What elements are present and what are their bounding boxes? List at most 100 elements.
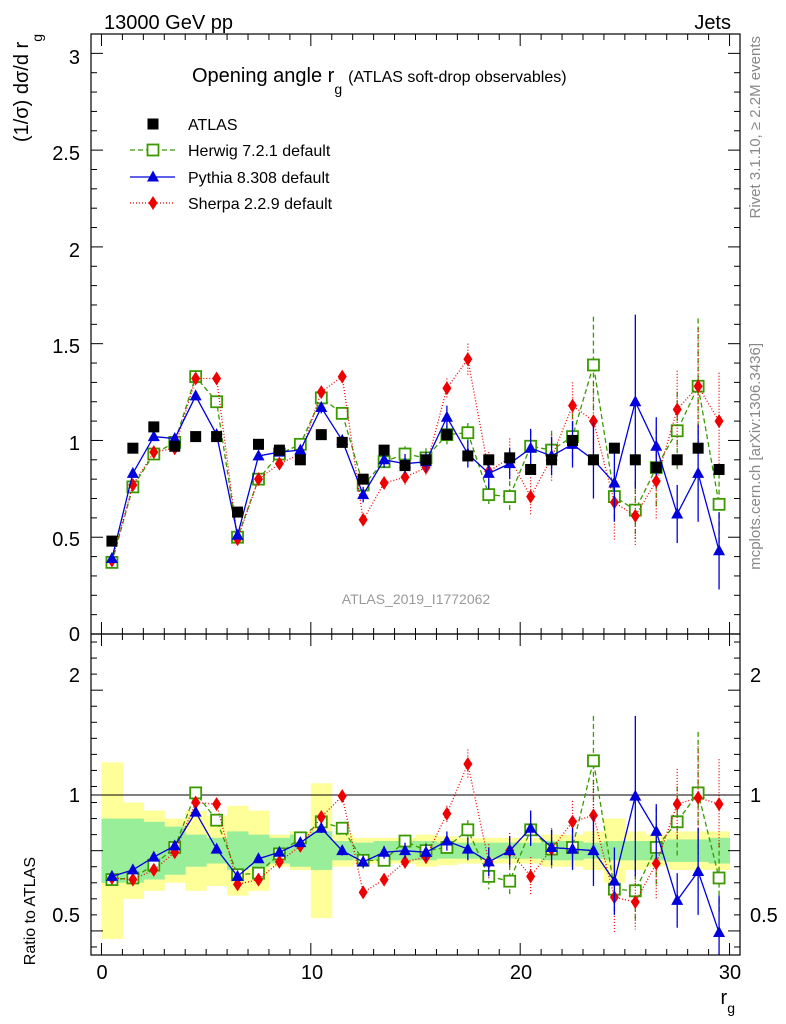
y-axis-tick-label: 1.5 [52, 336, 80, 358]
legend: ATLAS Herwig 7.2.1 default Pythia 8.308 de… [130, 117, 333, 213]
ratio-point [189, 805, 202, 817]
data-point [147, 430, 160, 442]
data-point [357, 488, 370, 500]
data-point [378, 444, 390, 456]
data-point [126, 466, 139, 478]
ratio-point [191, 795, 201, 810]
data-point [546, 454, 558, 466]
ratio-point [461, 842, 474, 854]
ratio-point [461, 823, 475, 837]
legend-marker [147, 118, 159, 130]
legend-marker [148, 196, 158, 210]
y-axis-tick-label: 2 [69, 240, 80, 262]
plot-title: Opening angle rg(ATLAS soft-drop observa… [192, 65, 567, 97]
main-series [105, 314, 726, 590]
band-inner-bin [248, 834, 270, 867]
ratio-y-axis-label: Ratio to ATLAS [22, 857, 39, 965]
ratio-point [210, 813, 224, 827]
y-axis-tick-label: 3 [69, 47, 80, 69]
series-0-main [106, 421, 725, 547]
data-point [127, 442, 139, 454]
side-label-mcplots: mcplots.cern.ch [arXiv:1306.3436] [747, 343, 764, 570]
y-axis-label: (1/σ) dσ/d rg [11, 34, 45, 142]
ratio-tick-label-right: 1 [750, 785, 761, 807]
series-line [111, 357, 720, 561]
data-point [189, 389, 202, 401]
data-point [211, 431, 223, 443]
side-label-rivet: Rivet 3.1.10, ≥ 2.2M events [747, 36, 764, 219]
data-point [315, 429, 327, 441]
ratio-point [252, 852, 265, 864]
ratio-point [378, 845, 391, 857]
ratio-point [526, 869, 536, 884]
ratio-line [111, 794, 720, 933]
data-point [651, 474, 661, 489]
ratio-point [650, 824, 663, 836]
ratio-point [692, 865, 705, 877]
ratio-point [315, 821, 328, 833]
legend-item: Herwig 7.2.1 default [130, 143, 331, 160]
x-axis-tick-label: 30 [719, 962, 741, 984]
ratio-point [629, 789, 642, 801]
data-point [191, 371, 201, 386]
ratio-point [630, 895, 640, 910]
band-inner-bin [520, 842, 542, 859]
ratio-point [273, 845, 286, 857]
ratio-point [212, 797, 222, 812]
ratio-point [672, 797, 682, 812]
band-inner-bin [101, 818, 123, 883]
data-point [650, 462, 662, 474]
ratio-point [713, 926, 726, 938]
ratio-point [335, 821, 349, 835]
y-axis-tick-label: 1 [69, 433, 80, 455]
legend-label: Herwig 7.2.1 default [188, 143, 331, 160]
data-point [252, 438, 264, 450]
analysis-watermark: ATLAS_2019_I1772062 [342, 591, 491, 607]
y-axis-tick-label: 0.5 [52, 529, 80, 551]
data-point [692, 442, 704, 454]
data-point [148, 421, 160, 433]
data-point [568, 398, 578, 413]
ratio-point [503, 874, 517, 888]
data-point [713, 544, 726, 556]
ratio-tick-label: 0.5 [52, 905, 80, 927]
axis-ticks [91, 33, 740, 955]
ratio-tick-label-right: 2 [750, 665, 761, 687]
ratio-point [419, 845, 432, 857]
ratio-tick-label: 2 [69, 665, 80, 687]
data-point [567, 434, 579, 446]
data-point [294, 454, 306, 466]
data-point [525, 463, 537, 475]
data-point [253, 472, 263, 487]
data-point [629, 395, 642, 407]
header-right: Jets [694, 12, 731, 34]
data-point [712, 497, 726, 511]
ratio-point [294, 836, 307, 848]
data-point [608, 476, 621, 488]
y-axis-tick-label: 2.5 [52, 143, 80, 165]
data-point [252, 449, 265, 461]
series-line [111, 394, 720, 559]
header-left: 13000 GeV pp [104, 12, 233, 34]
data-point [273, 444, 285, 456]
data-point [608, 442, 620, 454]
data-point [420, 454, 432, 466]
data-point [379, 476, 389, 491]
data-point [629, 454, 641, 466]
data-point [504, 452, 516, 464]
data-point [693, 379, 703, 394]
data-point [274, 456, 284, 471]
data-point [442, 381, 452, 396]
data-point [672, 402, 682, 417]
legend-item: Pythia 8.308 default [130, 170, 330, 187]
ratio-point [670, 815, 684, 829]
data-point [463, 352, 473, 367]
ratio-point [210, 842, 223, 854]
series-3-main [107, 328, 724, 568]
data-point [190, 431, 202, 443]
data-point [337, 369, 347, 384]
y-axis-tick-label: 0 [69, 624, 80, 646]
data-point [483, 454, 495, 466]
ratio-point [105, 869, 118, 881]
legend-marker [147, 170, 159, 182]
